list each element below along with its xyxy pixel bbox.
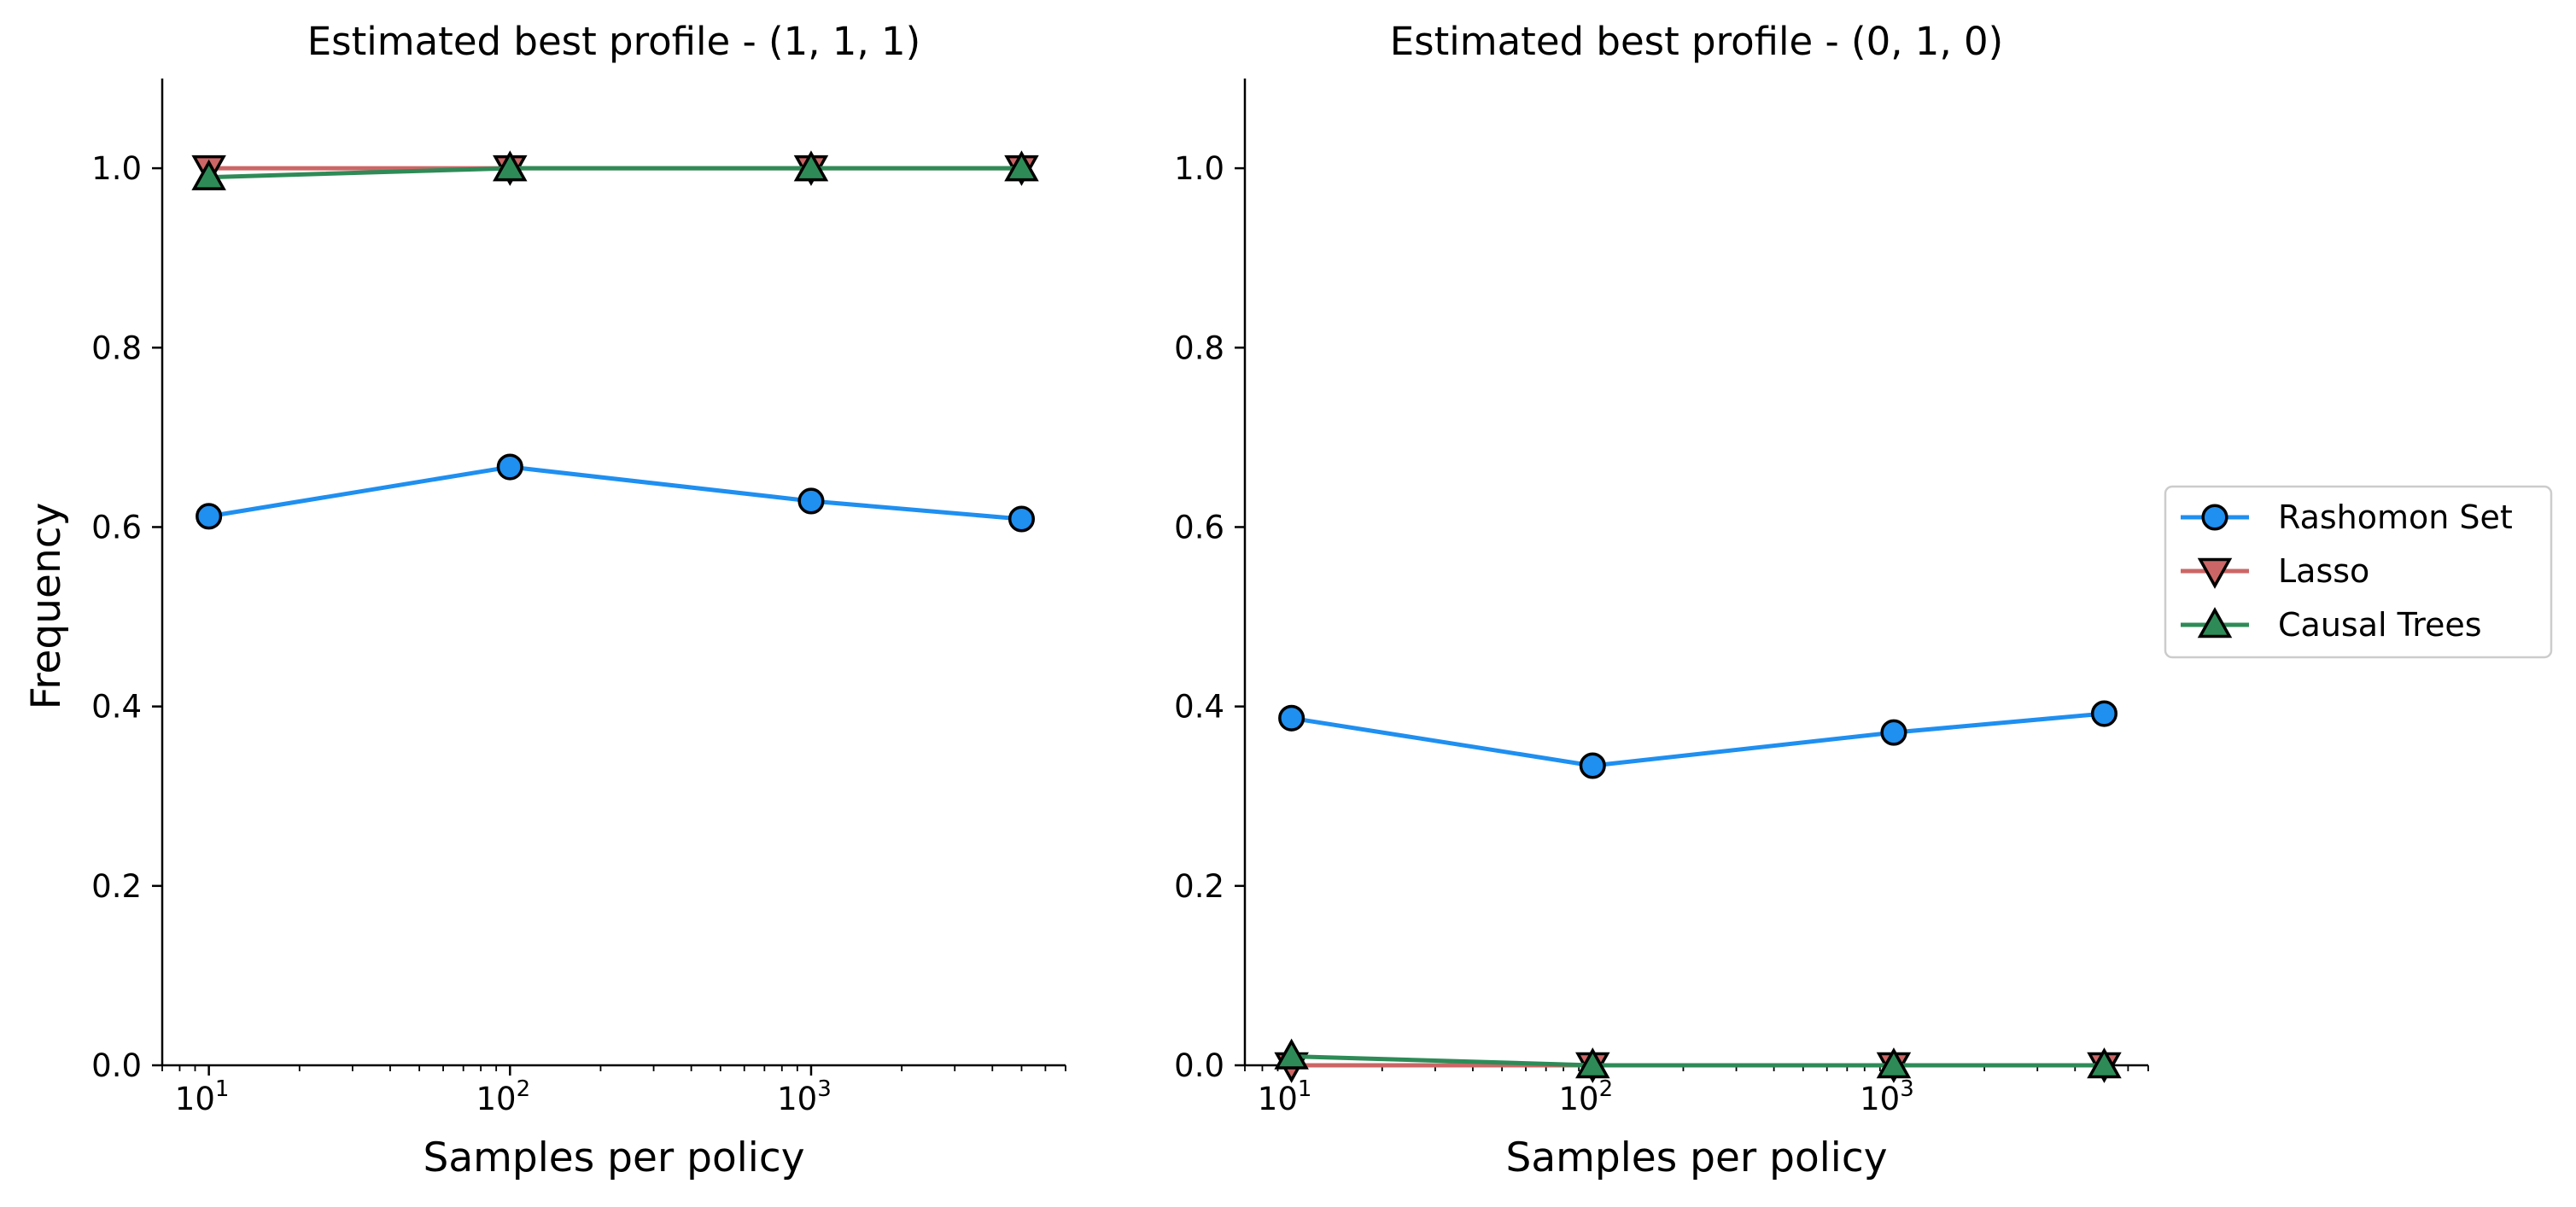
legend-marker — [2197, 607, 2233, 638]
data-point — [1575, 1047, 1610, 1079]
legend-entry: Rashomon Set — [2181, 499, 2513, 536]
y-tick-label: 0.0 — [1174, 1047, 1224, 1084]
plots-layer: Estimated best profile - (1, 1, 1) 0.0 0.2… — [23, 19, 2149, 1181]
data-point — [1880, 719, 1907, 746]
series-line — [1291, 711, 2105, 768]
legend: Rashomon Set Lasso Causal Trees — [2164, 485, 2553, 659]
data-point — [493, 150, 528, 182]
legend-frame — [2164, 485, 2553, 659]
chart-panel-1: Estimated best profile - (1, 1, 1) 0.0 0.2… — [23, 19, 1066, 1181]
y-tick-label: 0.2 — [1174, 868, 1224, 905]
x-tick-label: 103 — [777, 1076, 832, 1117]
x-axis-label: Samples per policy — [1505, 1134, 1887, 1181]
y-tick-label: 0.8 — [1174, 329, 1224, 366]
legend-label: Lasso — [2278, 552, 2369, 590]
legend-label: Rashomon Set — [2278, 499, 2513, 536]
y-tick-label: 1.0 — [91, 150, 142, 187]
x-tick-label: 101 — [175, 1076, 230, 1117]
data-point — [1579, 752, 1606, 779]
legend-marker — [2197, 557, 2233, 589]
series-line — [208, 166, 1022, 180]
data-point — [1274, 1038, 1309, 1070]
legend-label: Causal Trees — [2278, 606, 2482, 644]
data-point — [196, 503, 223, 530]
y-tick-label: 0.4 — [1174, 689, 1224, 726]
x-tick-label: 102 — [476, 1076, 530, 1117]
chart-title: Estimated best profile - (1, 1, 1) — [307, 19, 920, 64]
y-axis-label: Frequency — [23, 503, 70, 710]
data-point — [793, 150, 829, 182]
y-tick-label: 0.4 — [91, 689, 142, 726]
data-point — [1004, 150, 1039, 182]
data-point — [2087, 1047, 2122, 1079]
x-tick-label: 103 — [1860, 1076, 1914, 1117]
data-point — [191, 159, 226, 190]
legend-entry: Lasso — [2181, 552, 2369, 590]
data-point — [1876, 1047, 1912, 1079]
y-tick-label: 0.2 — [91, 868, 142, 905]
y-tick-label: 0.6 — [91, 509, 142, 545]
data-point — [2090, 700, 2118, 727]
y-tick-label: 0.6 — [1174, 509, 1224, 545]
y-tick-label: 0.8 — [91, 329, 142, 366]
data-point — [797, 487, 825, 515]
data-point — [1008, 505, 1036, 533]
data-point — [1278, 704, 1306, 732]
series-causal-trees — [191, 150, 1039, 190]
legend-entry: Causal Trees — [2181, 606, 2482, 644]
series-rashomon-set — [196, 453, 1036, 533]
x-axis-label: Samples per policy — [423, 1134, 804, 1181]
chart-panel-2: Estimated best profile - (0, 1, 0) 0.0 0.2… — [1174, 19, 2149, 1181]
y-tick-label: 1.0 — [1174, 150, 1224, 187]
x-tick-label: 101 — [1258, 1076, 1312, 1117]
series-line — [208, 464, 1022, 522]
series-line — [1291, 1053, 2105, 1068]
y-tick-label: 0.0 — [91, 1047, 142, 1084]
data-point — [496, 453, 523, 481]
series-rashomon-set — [1278, 700, 2118, 779]
legend-marker — [2201, 504, 2228, 531]
x-tick-label: 102 — [1558, 1076, 1613, 1117]
chart-title: Estimated best profile - (0, 1, 0) — [1390, 19, 2003, 64]
series-causal-trees — [1274, 1038, 2122, 1079]
